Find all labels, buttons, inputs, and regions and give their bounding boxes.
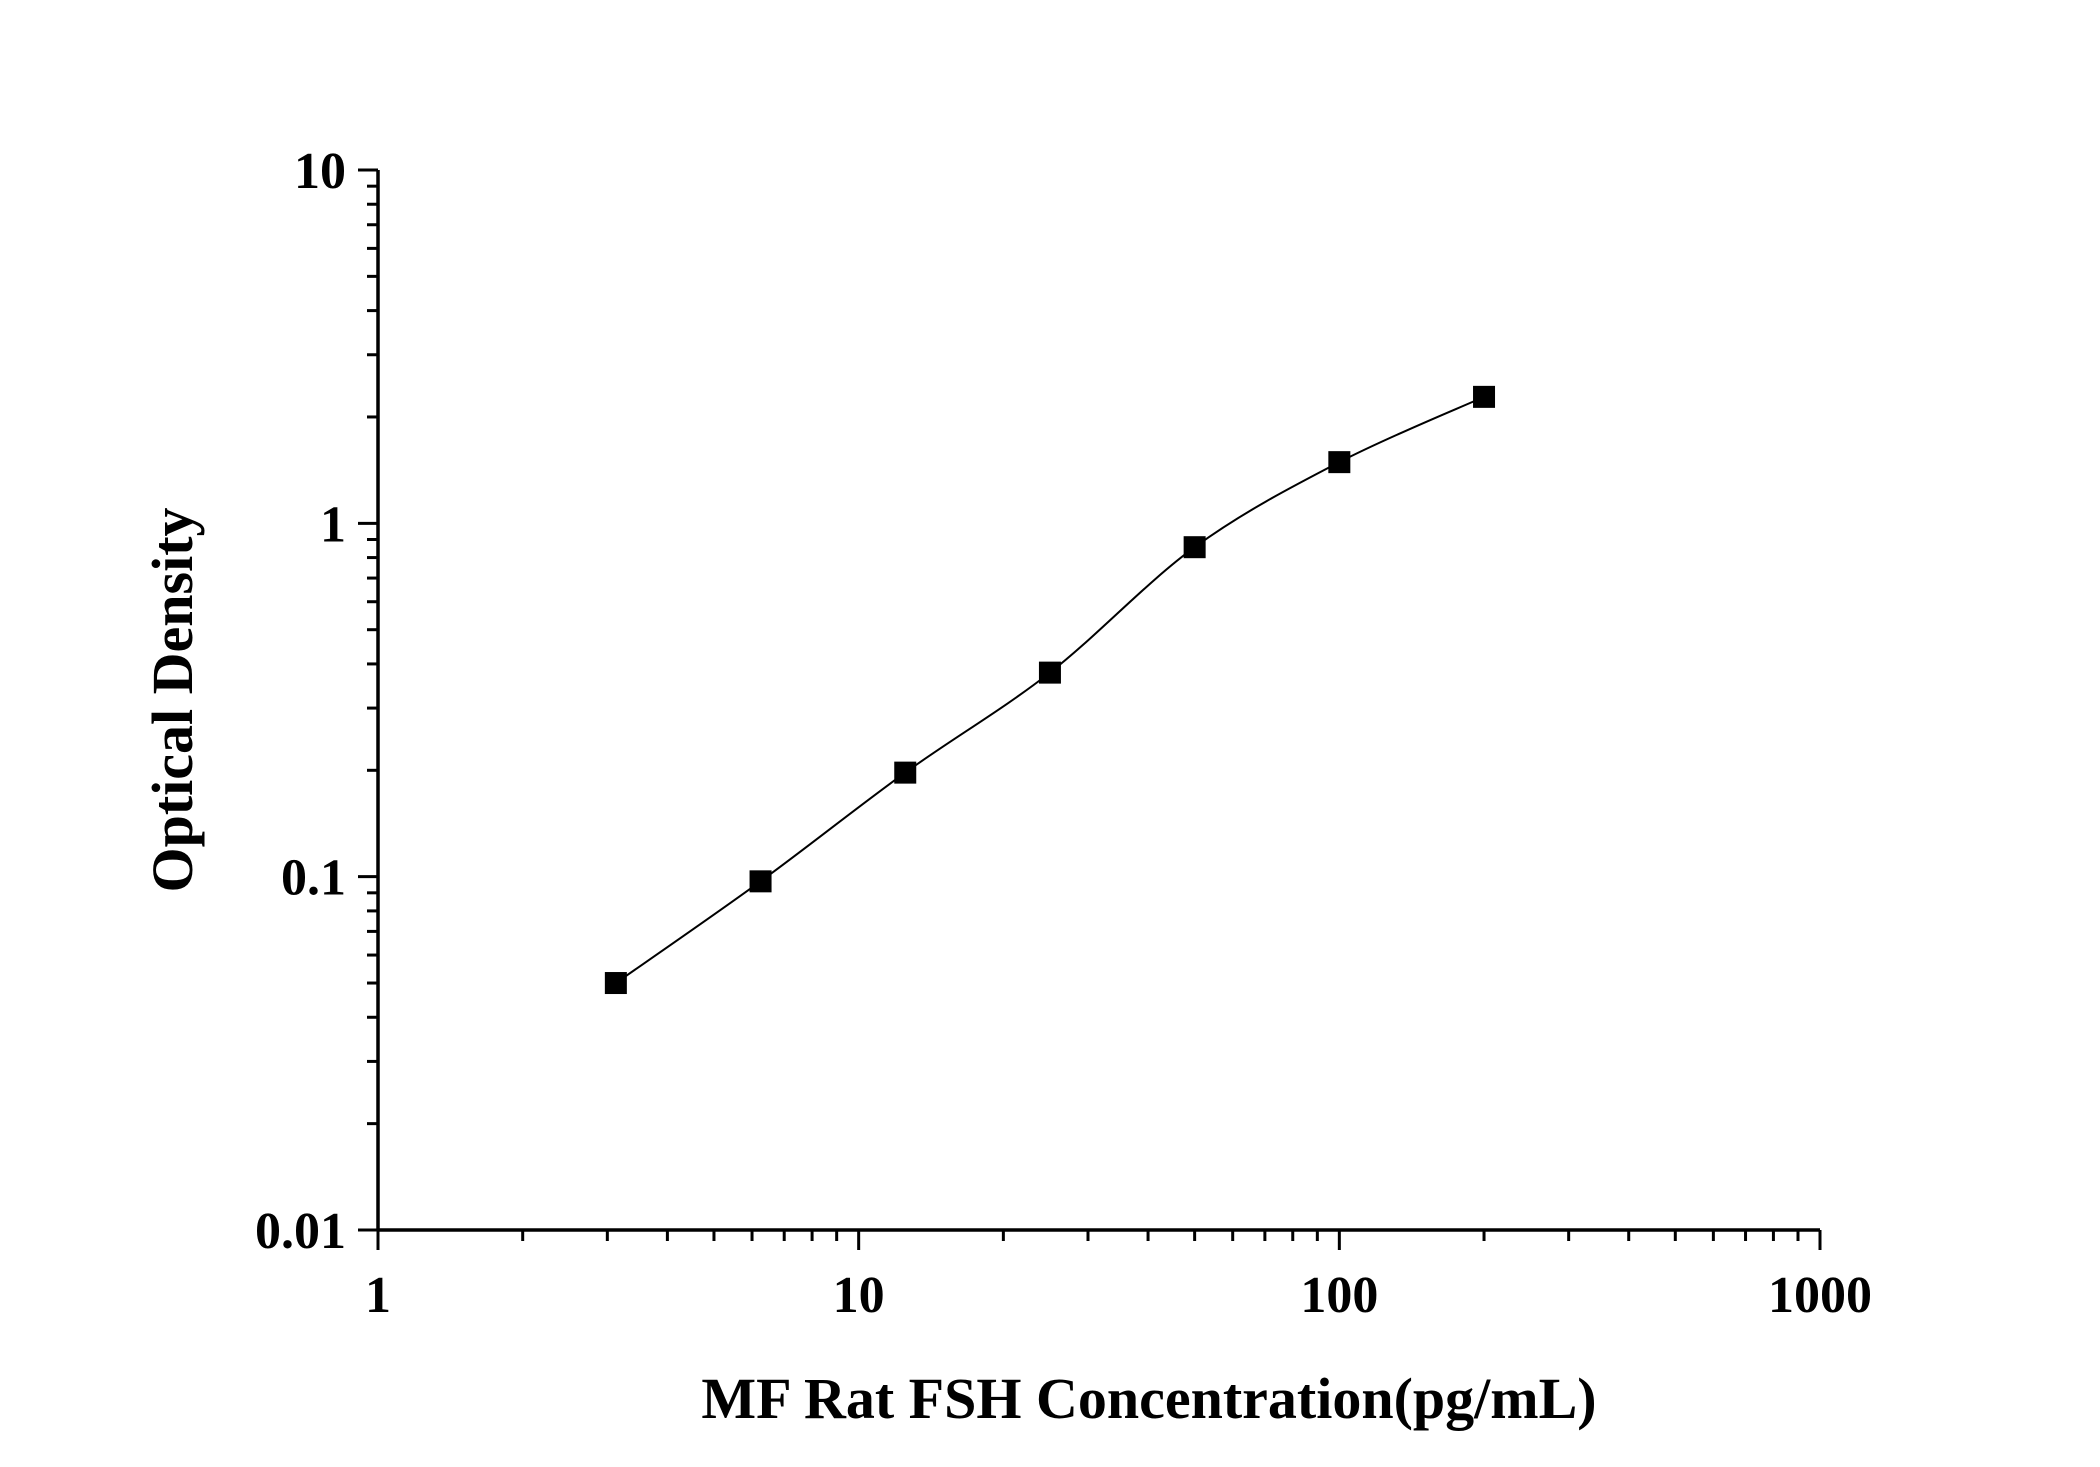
x-tick-label: 1000: [1768, 1267, 1872, 1324]
data-points: [604, 385, 1496, 995]
data-point: [604, 972, 627, 995]
x-axis-title: MF Rat FSH Concentration(pg/mL): [701, 1366, 1596, 1431]
y-tick-label: 0.1: [281, 850, 346, 907]
data-point: [1473, 385, 1496, 408]
tick-labels: 1 10 100 1000 0.01 0.1 1 10: [255, 143, 1872, 1324]
y-tick-label: 0.01: [255, 1203, 346, 1260]
axes: [376, 170, 1820, 1232]
y-tick-label: 10: [294, 143, 346, 200]
data-point: [749, 870, 772, 893]
y-axis-title: Optical Density: [140, 507, 205, 892]
x-tick-label: 1: [365, 1267, 391, 1324]
data-point: [1038, 661, 1061, 684]
ticks: [358, 168, 1822, 1250]
x-tick-label: 100: [1300, 1267, 1378, 1324]
y-tick-label: 1: [320, 496, 346, 553]
fit-curve: [615, 395, 1485, 984]
data-point: [1183, 536, 1206, 559]
data-point: [894, 761, 917, 784]
data-point: [1328, 451, 1351, 474]
x-tick-label: 10: [833, 1267, 885, 1324]
